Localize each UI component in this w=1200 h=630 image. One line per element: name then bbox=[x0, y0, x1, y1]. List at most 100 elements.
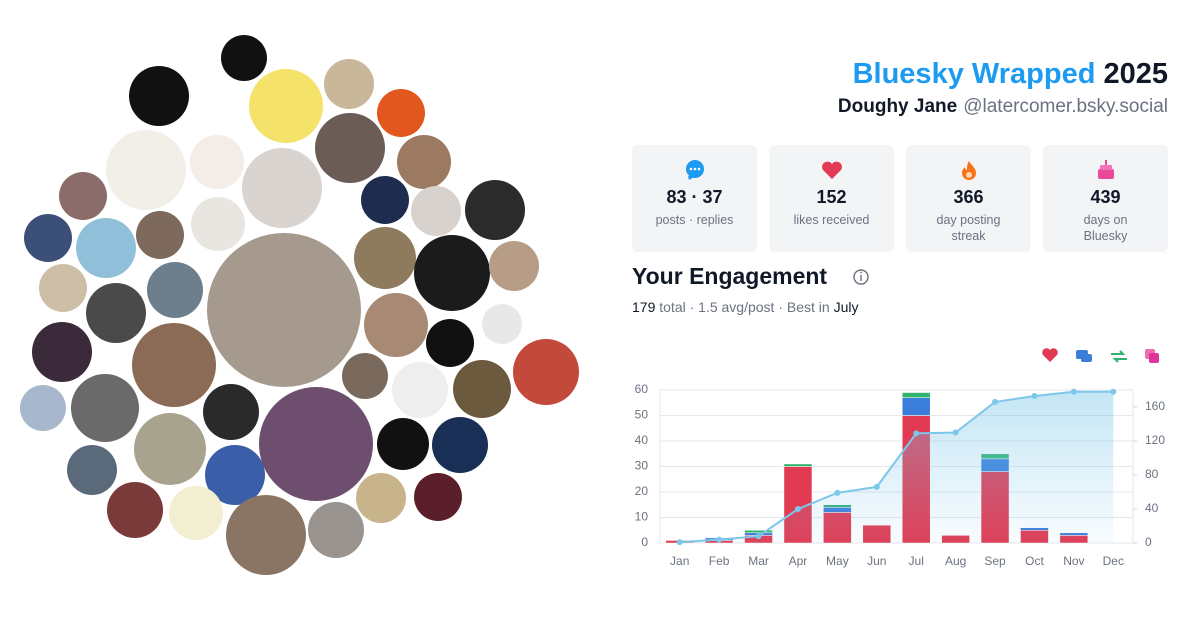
info-icon[interactable] bbox=[853, 269, 869, 285]
avatar[interactable] bbox=[192, 78, 244, 130]
avatar[interactable] bbox=[453, 360, 511, 418]
avatar[interactable] bbox=[426, 319, 474, 367]
stat-card: 152 likes received bbox=[769, 145, 894, 252]
x-tick-label: Jan bbox=[670, 554, 689, 568]
avatar[interactable] bbox=[191, 197, 245, 251]
avatar[interactable] bbox=[414, 235, 490, 311]
bar-segment bbox=[783, 463, 813, 467]
avatar[interactable] bbox=[76, 218, 136, 278]
avatar[interactable] bbox=[71, 374, 139, 442]
stat-label: posts · replies bbox=[655, 213, 734, 227]
y-tick-label: 40 bbox=[635, 433, 649, 447]
title-brand: Bluesky Wrapped bbox=[852, 58, 1096, 90]
avatar[interactable] bbox=[147, 262, 203, 318]
handle: @latercomer.bsky.social bbox=[963, 96, 1168, 117]
avatar[interactable] bbox=[129, 66, 189, 126]
cumulative-line bbox=[679, 390, 1114, 544]
avatar[interactable] bbox=[20, 385, 66, 431]
avatar[interactable] bbox=[259, 387, 373, 501]
avatar[interactable] bbox=[32, 322, 92, 382]
stat-label: days on Bluesky bbox=[1083, 213, 1128, 243]
line-point bbox=[1110, 388, 1117, 395]
cumulative-area bbox=[679, 391, 1114, 543]
stat-card: 83 · 37 posts · replies bbox=[632, 145, 757, 252]
avatar[interactable] bbox=[411, 186, 461, 236]
avatar[interactable] bbox=[354, 227, 416, 289]
avatar[interactable] bbox=[324, 59, 374, 109]
avatar[interactable] bbox=[397, 135, 451, 189]
avatar[interactable] bbox=[482, 304, 522, 344]
avatar[interactable] bbox=[489, 241, 539, 291]
title-year: 2025 bbox=[1103, 58, 1168, 90]
y2-tick-label: 120 bbox=[1145, 433, 1165, 447]
y-tick-label: 60 bbox=[635, 382, 649, 396]
line-point bbox=[992, 398, 999, 405]
wrapped-title: Bluesky Wrapped 2025 bbox=[853, 58, 1168, 91]
avatar[interactable] bbox=[221, 35, 267, 81]
avatar[interactable] bbox=[361, 176, 409, 224]
avatar[interactable] bbox=[377, 89, 425, 137]
avatar[interactable] bbox=[377, 418, 429, 470]
avatar[interactable] bbox=[24, 214, 72, 262]
engagement-summary: 179 total · 1.5 avg/post · Best in July bbox=[632, 299, 858, 315]
line-point bbox=[834, 489, 841, 496]
avatar[interactable] bbox=[513, 339, 579, 405]
avatar[interactable] bbox=[134, 413, 206, 485]
stat-label: day posting streak bbox=[936, 213, 1001, 243]
x-tick-label: Mar bbox=[748, 554, 769, 568]
x-tick-label: Oct bbox=[1025, 554, 1044, 568]
stat-icon bbox=[821, 161, 842, 179]
summary-text: total · 1.5 avg/post · Best in bbox=[659, 299, 830, 315]
y-tick-label: 50 bbox=[635, 408, 649, 422]
avatar[interactable] bbox=[342, 353, 388, 399]
line-point bbox=[1070, 388, 1077, 395]
legend-replies-icon bbox=[1076, 350, 1092, 362]
section-heading: Your Engagement bbox=[632, 263, 828, 289]
user-line: Doughy Jane @latercomer.bsky.social bbox=[838, 96, 1168, 118]
avatar[interactable] bbox=[169, 486, 223, 540]
engagement-chart: 0 10 20 30 40 50 60 0 40 80 120 160 Jan Feb Mar Apr May J… bbox=[635, 382, 1166, 568]
legend-likes-icon bbox=[1042, 348, 1058, 362]
avatar[interactable] bbox=[190, 135, 244, 189]
avatar[interactable] bbox=[242, 148, 322, 228]
avatar[interactable] bbox=[249, 69, 323, 143]
line-point bbox=[1031, 392, 1038, 399]
avatar[interactable] bbox=[364, 293, 428, 357]
avatar[interactable] bbox=[203, 384, 259, 440]
avatar[interactable] bbox=[356, 473, 406, 523]
avatar[interactable] bbox=[465, 180, 525, 240]
line-point bbox=[794, 506, 801, 512]
line-point bbox=[716, 536, 723, 543]
stat-card: 439 days on Bluesky bbox=[1043, 145, 1168, 252]
avatar[interactable] bbox=[207, 233, 361, 387]
avatar[interactable] bbox=[106, 130, 186, 210]
avatar[interactable] bbox=[67, 445, 117, 495]
avatar[interactable] bbox=[39, 264, 87, 312]
legend-quotes-icon bbox=[1145, 349, 1159, 363]
avatar[interactable] bbox=[136, 211, 184, 259]
x-tick-label: Nov bbox=[1063, 554, 1084, 568]
avatar[interactable] bbox=[205, 445, 265, 505]
x-tick-label: Jul bbox=[909, 554, 924, 568]
avatar[interactable] bbox=[132, 323, 216, 407]
avatar[interactable] bbox=[315, 113, 385, 183]
avatar[interactable] bbox=[107, 482, 163, 538]
line-point bbox=[952, 429, 959, 436]
y2-tick-label: 160 bbox=[1145, 399, 1165, 413]
avatar[interactable] bbox=[414, 473, 462, 521]
avatar[interactable] bbox=[308, 502, 364, 558]
avatar-cloud bbox=[20, 35, 579, 575]
avatar[interactable] bbox=[432, 417, 488, 473]
line-point bbox=[873, 483, 880, 490]
stat-value: 439 bbox=[1090, 187, 1121, 207]
x-tick-label: May bbox=[826, 554, 849, 568]
avatar[interactable] bbox=[226, 495, 306, 575]
stat-card: 366 day posting streak bbox=[906, 145, 1031, 252]
avatar[interactable] bbox=[86, 283, 146, 343]
avatar[interactable] bbox=[59, 172, 107, 220]
summary-best: July bbox=[833, 299, 859, 315]
avatar[interactable] bbox=[392, 362, 448, 418]
x-tick-label: Dec bbox=[1103, 554, 1124, 568]
stat-label: likes received bbox=[793, 213, 870, 227]
